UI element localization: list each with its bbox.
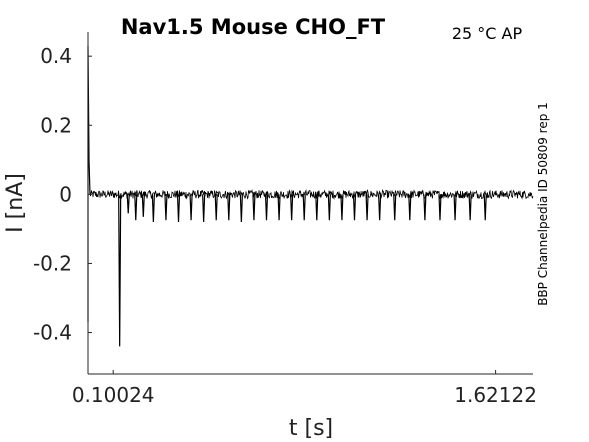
- chart-title: Nav1.5 Mouse CHO_FT: [121, 15, 386, 39]
- spike-10: [214, 194, 218, 221]
- spike-4: [141, 194, 145, 217]
- spike-19: [327, 194, 331, 221]
- condition-label: 25 °C AP: [452, 24, 523, 43]
- y-ticks: 0.4 0.2 0 -0.2 -0.4: [33, 44, 92, 345]
- spike-5: [151, 194, 155, 223]
- spike-18: [315, 194, 319, 221]
- y-tick-label: 0.4: [40, 44, 72, 68]
- spike-24: [393, 194, 397, 221]
- spike-28: [453, 194, 457, 221]
- spike-11: [227, 194, 231, 221]
- spike-14: [264, 194, 269, 221]
- y-axis-label: I [nA]: [3, 173, 28, 233]
- current-trace: [87, 45, 534, 347]
- spike-8: [189, 194, 193, 221]
- spike-1: [118, 194, 122, 347]
- spike-2: [126, 194, 130, 214]
- spike-13: [252, 194, 256, 221]
- spike-29: [468, 194, 472, 221]
- x-axis-label: t [s]: [289, 416, 333, 441]
- y-tick-label: -0.2: [33, 251, 72, 275]
- spike-12: [239, 194, 243, 223]
- spike-15: [277, 194, 281, 221]
- spike-30: [483, 194, 487, 221]
- spike-7: [176, 194, 181, 223]
- spike-25: [408, 194, 412, 221]
- spike-16: [290, 194, 294, 221]
- x-ticks: 0.10024 1.62122: [72, 370, 537, 407]
- x-tick-label: 1.62122: [454, 383, 537, 407]
- spike-27: [438, 194, 442, 221]
- y-tick-label: 0.2: [40, 113, 72, 137]
- y-tick-label: 0: [59, 182, 72, 206]
- spike-21: [352, 194, 357, 221]
- x-tick-label: 0.10024: [72, 383, 155, 407]
- spike-22: [365, 194, 369, 221]
- spike-6: [164, 194, 168, 221]
- baseline-noise: [89, 188, 534, 201]
- spike-20: [340, 194, 344, 221]
- spike-9: [202, 194, 206, 223]
- side-label: BBP Channelpedia ID 50809 rep 1: [536, 102, 550, 306]
- spike-23: [378, 194, 382, 221]
- spike-26: [423, 194, 427, 221]
- y-tick-label: -0.4: [33, 321, 72, 345]
- spike-3: [134, 194, 138, 221]
- spike-17: [302, 194, 306, 221]
- axes: [87, 32, 533, 375]
